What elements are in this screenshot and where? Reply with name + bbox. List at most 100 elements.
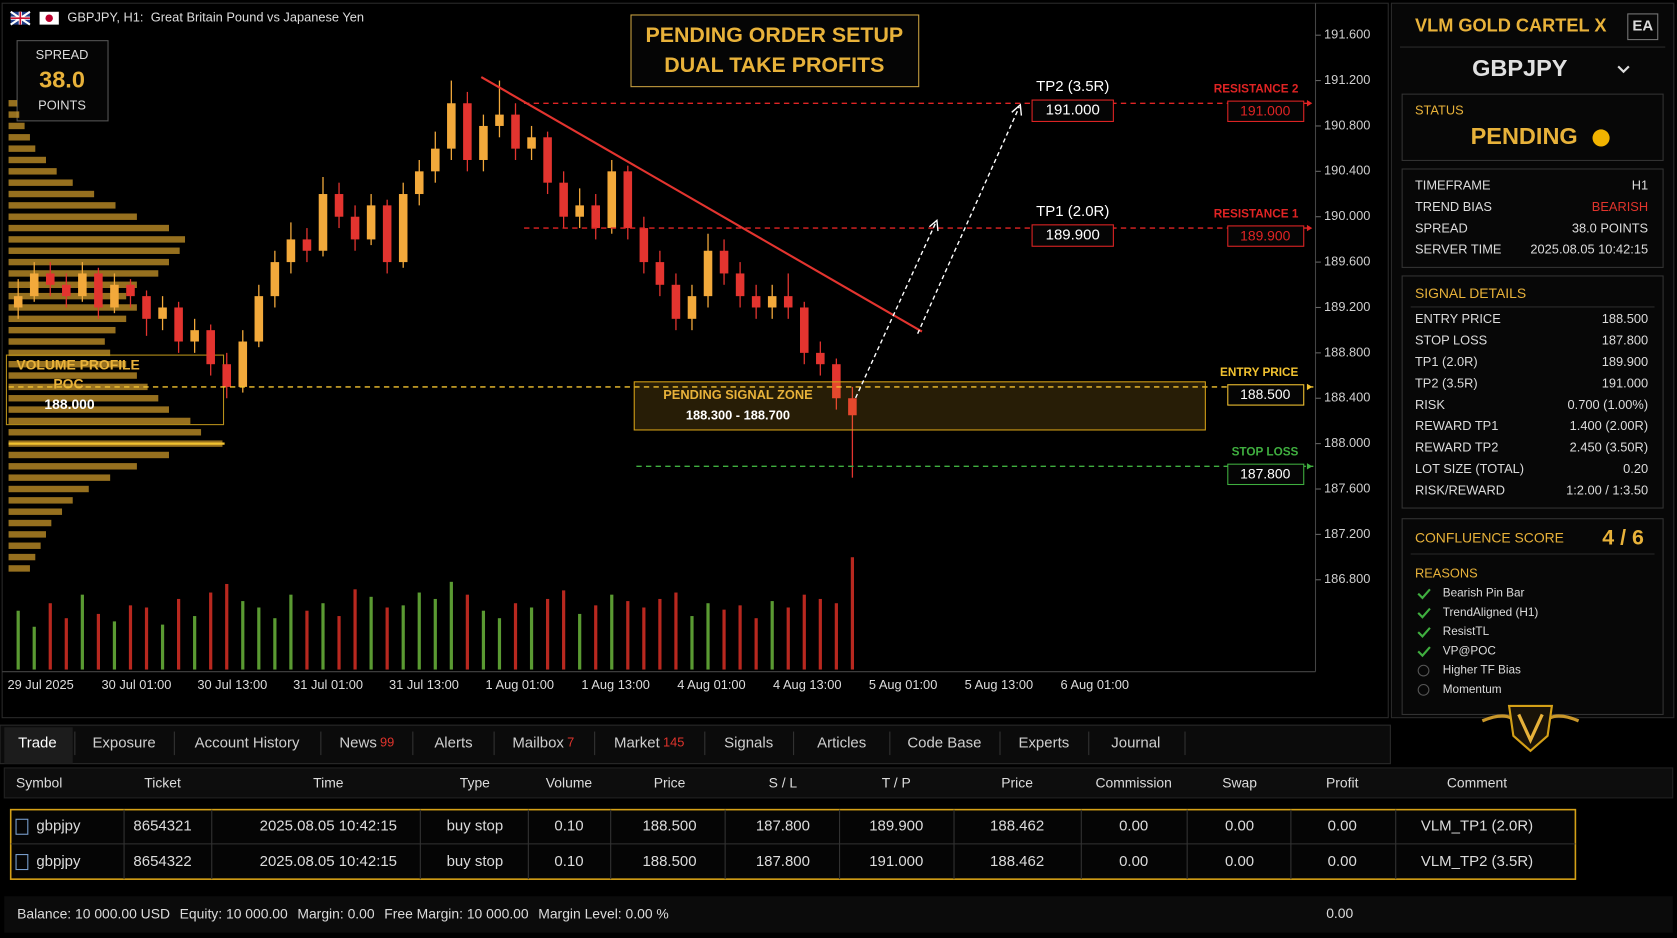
candle-body (254, 296, 264, 342)
tab[interactable]: Experts (1018, 734, 1069, 751)
volume-bar (385, 607, 389, 670)
table-header (3, 767, 1674, 799)
signal-value: 189.900 (1602, 354, 1648, 369)
tab[interactable]: News 99 (339, 734, 394, 751)
signal-label: ENTRY PRICE (1415, 311, 1501, 326)
x-tick-label: 1 Aug 13:00 (581, 677, 649, 692)
volume-bar (16, 610, 20, 670)
tab[interactable]: Trade (18, 734, 57, 751)
tab[interactable]: Exposure (92, 734, 155, 751)
tab[interactable]: Journal (1111, 734, 1160, 751)
profile-bar (8, 315, 127, 323)
tab-label[interactable]: Experts (1018, 734, 1069, 751)
info-label: TREND BIAS (1415, 199, 1492, 214)
account-item: Balance: 10 000.00 USD (17, 905, 170, 921)
signal-label: RISK (1415, 397, 1445, 412)
orders-table: Symbol Ticket Time Type Volume Price S / L T / … (15, 775, 1533, 880)
symbol-dropdown[interactable] (1617, 65, 1630, 74)
tab-count[interactable]: 145 (663, 735, 684, 750)
tab-count[interactable]: 7 (567, 735, 574, 750)
target-name: TP2 (3.5R) (1036, 78, 1109, 95)
candle-body (142, 296, 151, 319)
confluence-score: 4 / 6 (1602, 526, 1644, 550)
profile-bar (8, 190, 95, 198)
tab-label[interactable]: Market (614, 734, 661, 751)
volume-bar (465, 594, 469, 670)
tab[interactable]: Signals (724, 734, 773, 751)
profile-bar (8, 485, 89, 493)
candle-body (479, 125, 488, 160)
table-cell: 8654322 (133, 853, 191, 870)
y-tick-label: 189.200 (1324, 299, 1370, 314)
tab-label[interactable]: Alerts (434, 734, 472, 751)
level-value: 188.500 (1240, 386, 1290, 402)
total-profit: 0.00 (1326, 905, 1353, 921)
candle-body (655, 262, 665, 285)
x-tick-label: 31 Jul 01:00 (293, 677, 363, 692)
tab[interactable]: Articles (817, 734, 866, 751)
tab[interactable]: Account History (195, 734, 300, 751)
volume-bar (193, 616, 197, 670)
y-tick-label: 191.600 (1324, 27, 1370, 42)
signal-label: TP1 (2.0R) (1415, 354, 1478, 369)
reason-open (1417, 664, 1430, 677)
y-tick-label: 188.800 (1324, 344, 1370, 359)
tab-label[interactable]: News (339, 734, 376, 751)
candle-body (463, 103, 472, 160)
column-header: Ticket (144, 775, 181, 791)
target-value: 191.000 (1046, 102, 1100, 119)
info-box (1401, 168, 1664, 268)
column-header: Type (460, 775, 490, 791)
tab-label[interactable]: Mailbox (512, 734, 564, 751)
tab[interactable]: Market 145 (614, 734, 684, 751)
tab-label[interactable]: Account History (195, 734, 300, 751)
level-value: 187.800 (1240, 466, 1290, 482)
volume-bar (850, 557, 855, 670)
tab-label[interactable]: Journal (1111, 734, 1160, 751)
reason-text: VP@POC (1443, 644, 1497, 657)
y-tick-label: 186.800 (1324, 571, 1370, 586)
candle-body (366, 205, 376, 240)
table-cell[interactable]: gbpjpy (36, 853, 81, 870)
table-cell[interactable]: gbpjpy (36, 818, 81, 835)
reason-text: TrendAligned (H1) (1443, 606, 1539, 619)
x-tick-label: 4 Aug 13:00 (773, 677, 841, 692)
table-cell: 188.500 (642, 853, 696, 870)
table-cell: 189.900 (869, 818, 923, 835)
tab-label[interactable]: Code Base (907, 734, 981, 751)
table-cell: 0.00 (1119, 853, 1148, 870)
tab[interactable]: Mailbox 7 (512, 734, 574, 751)
volume-bar (401, 605, 405, 670)
volume-bar (177, 598, 181, 670)
tab-label[interactable]: Articles (817, 734, 866, 751)
x-tick-label: 4 Aug 01:00 (677, 677, 745, 692)
reason-check (1417, 588, 1431, 600)
status-box (1401, 93, 1664, 161)
tab-label[interactable]: Exposure (92, 734, 155, 751)
level-name: RESISTANCE 2 (1214, 82, 1299, 95)
target-box (1031, 99, 1114, 122)
profile-bar (8, 258, 169, 266)
tab[interactable]: Alerts (434, 734, 472, 751)
table-cell: 0.00 (1119, 818, 1148, 835)
volume-bar (64, 618, 68, 670)
profile-bar (8, 213, 137, 220)
volume-bar (706, 603, 710, 670)
y-tick-label: 187.600 (1324, 480, 1370, 495)
profile-bar (8, 168, 57, 175)
volume-bar (738, 605, 742, 670)
spread-unit: POINTS (38, 97, 86, 112)
table-cell: 0.10 (554, 853, 583, 870)
tab-label[interactable]: Signals (724, 734, 773, 751)
tab-count[interactable]: 99 (380, 735, 394, 750)
column-header: Volume (546, 775, 593, 791)
tab-label[interactable]: Trade (18, 734, 57, 751)
profile-bar (8, 179, 73, 186)
candle-body (158, 307, 167, 319)
profile-bar (8, 281, 137, 288)
tab[interactable]: Code Base (907, 734, 981, 751)
reason-check (1417, 607, 1431, 619)
volume-bar (96, 613, 100, 670)
